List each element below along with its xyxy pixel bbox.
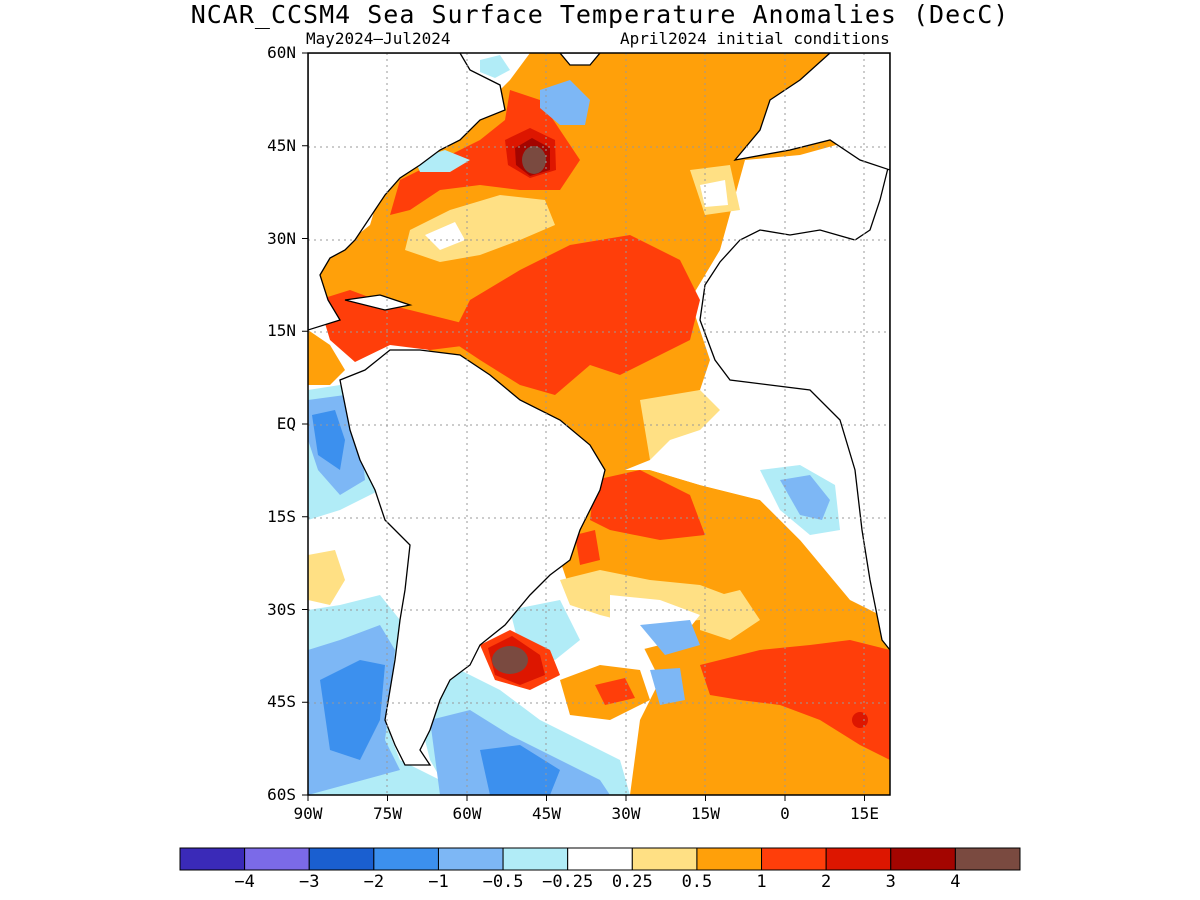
- colorbar-label: 3: [885, 872, 896, 892]
- lon-label: 30W: [611, 804, 641, 823]
- europe-outline: [733, 53, 890, 171]
- lat-label: 15S: [267, 506, 296, 526]
- colorbar-segment: [696, 847, 763, 871]
- forecast-period: May2024–Jul2024: [306, 29, 451, 48]
- greenland-outline: [559, 53, 601, 66]
- lon-label: 75W: [373, 804, 402, 823]
- lat-label: 15N: [267, 321, 296, 341]
- lon-label: 45W: [532, 804, 561, 823]
- colorbar-label: 0.25: [611, 872, 653, 892]
- lat-label: 30N: [267, 228, 296, 248]
- colorbar-label: −2: [363, 872, 385, 892]
- colorbar-segment: [825, 847, 892, 871]
- colorbar-label: −0.5: [482, 872, 524, 892]
- caribbean-strong-area: [318, 290, 470, 362]
- lat-label: 45S: [267, 692, 296, 712]
- colorbar-label: 4: [950, 872, 961, 892]
- lat-label: 30S: [267, 599, 296, 619]
- lon-label: 90W: [293, 804, 323, 823]
- colorbar-label: 2: [821, 872, 832, 892]
- colorbar: [179, 847, 1021, 871]
- axis-ticks: [302, 52, 865, 801]
- map-title: NCAR_CCSM4 Sea Surface Temperature Anoma…: [190, 0, 1010, 29]
- colorbar-segment: [502, 847, 569, 871]
- colorbar-segment: [631, 847, 698, 871]
- colorbar-label: −0.25: [542, 872, 594, 892]
- cuba-outline: [344, 294, 413, 311]
- africa-outline: [699, 159, 890, 652]
- lon-label: 15E: [850, 804, 879, 823]
- colorbar-segment: [567, 847, 633, 871]
- colorbar-segment: [179, 847, 246, 871]
- gulf-stream-strong-area: [390, 90, 580, 215]
- colorbar-label: −1: [428, 872, 449, 892]
- lon-label: 0: [780, 804, 790, 823]
- lat-label: 60S: [267, 785, 296, 804]
- initial-conditions: April2024 initial conditions: [620, 29, 890, 48]
- landmasses: [308, 53, 890, 766]
- colorbar-segment: [373, 847, 439, 871]
- lat-label: 45N: [267, 135, 296, 155]
- map-field: [308, 53, 890, 795]
- colorbar-segment: [308, 847, 375, 871]
- colorbar-label: 0.5: [681, 872, 713, 892]
- colorbar-label: −3: [298, 872, 320, 892]
- colorbar-segment: [761, 847, 827, 871]
- lat-label: EQ: [276, 414, 296, 433]
- colorbar-segment: [954, 847, 1021, 871]
- lon-label: 15W: [691, 804, 720, 823]
- north-atlantic-strong-area: [450, 235, 700, 395]
- north-america-outline: [308, 53, 506, 331]
- colorbar-label: −4: [234, 872, 255, 892]
- colorbar-segment: [437, 847, 504, 871]
- lat-label: 60N: [267, 43, 296, 62]
- colorbar-segment: [244, 847, 310, 871]
- colorbar-segment: [890, 847, 956, 871]
- south-america-outline: [339, 349, 606, 766]
- grid-lines: [308, 53, 890, 795]
- colorbar-label: 1: [756, 872, 767, 892]
- lon-label: 60W: [452, 804, 482, 823]
